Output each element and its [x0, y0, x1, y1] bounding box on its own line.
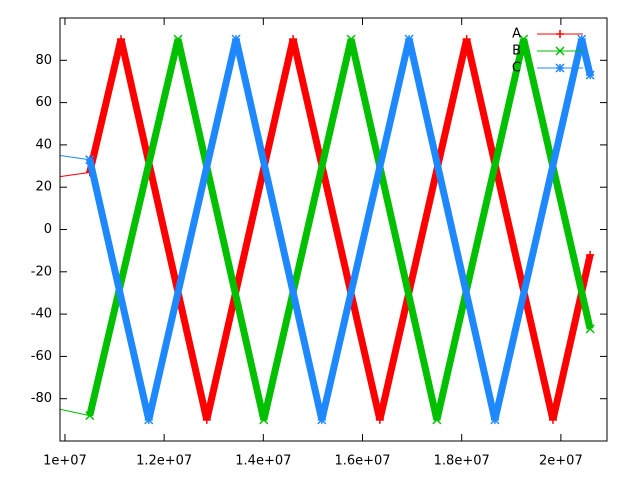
- marker: [116, 35, 125, 44]
- x-tick-label: 1.8e+07: [434, 454, 490, 469]
- x-tick-label: 1.2e+07: [136, 454, 192, 469]
- marker: [231, 34, 241, 44]
- marker: [462, 35, 471, 44]
- marker: [202, 415, 211, 424]
- marker: [490, 415, 500, 425]
- y-tick-label: 20: [35, 180, 52, 195]
- y-tick-label: -20: [31, 264, 52, 279]
- x-tick-label: 1e+07: [43, 454, 87, 469]
- marker: [317, 415, 327, 425]
- marker: [289, 35, 298, 44]
- marker: [586, 250, 595, 259]
- marker: [144, 415, 154, 425]
- y-tick-label: 80: [35, 53, 52, 68]
- marker: [346, 34, 356, 44]
- x-tick-label: 1.4e+07: [235, 454, 291, 469]
- series-band: [86, 38, 594, 421]
- marker: [173, 34, 183, 44]
- y-tick-label: 60: [35, 95, 52, 110]
- y-tick-label: 40: [35, 137, 52, 152]
- marker: [556, 30, 564, 38]
- marker: [585, 324, 595, 334]
- marker: [519, 34, 529, 44]
- marker: [85, 411, 95, 421]
- x-tick-label: 2e+07: [539, 454, 583, 469]
- plot-frame: [59, 17, 608, 442]
- y-tick-label: 0: [44, 222, 52, 237]
- marker: [85, 155, 95, 165]
- y-tick-label: -40: [31, 307, 52, 322]
- y-tick-label: -80: [31, 391, 52, 406]
- marker: [555, 46, 565, 56]
- x-tick-label: 1.6e+07: [334, 454, 390, 469]
- plot-area: [60, 34, 595, 425]
- marker: [259, 415, 269, 425]
- marker: [548, 415, 557, 424]
- legend-label: A: [512, 27, 521, 42]
- legend-label: B: [512, 44, 521, 59]
- marker: [555, 63, 565, 73]
- y-tick-label: -60: [31, 349, 52, 364]
- marker: [375, 415, 384, 424]
- marker: [585, 70, 595, 80]
- marker: [577, 34, 587, 44]
- legend-label: C: [512, 61, 521, 76]
- marker: [404, 34, 414, 44]
- marker: [432, 415, 442, 425]
- series-band: [86, 38, 594, 421]
